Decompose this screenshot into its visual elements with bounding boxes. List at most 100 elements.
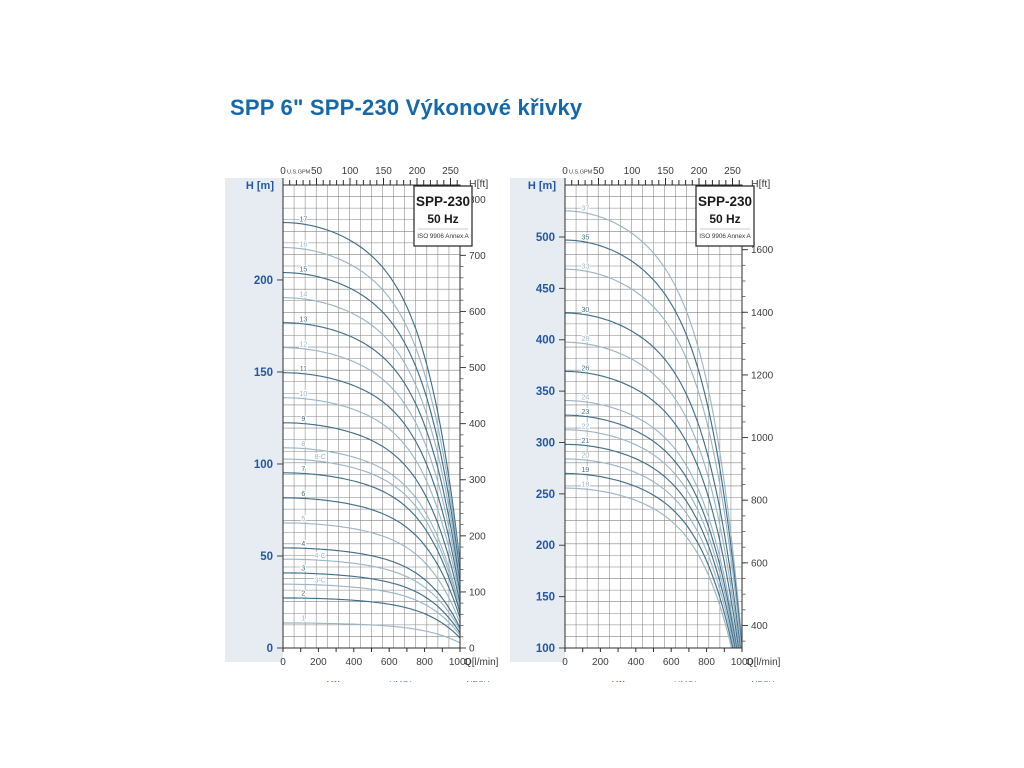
top-axis-unit-label: U.S.GPM — [569, 170, 593, 176]
curve-label-12: 12 — [299, 341, 307, 348]
curve-label-18: 18 — [581, 482, 589, 489]
curve-21 — [565, 443, 736, 648]
right-tick-label: 400 — [751, 621, 768, 632]
clipped-footer: kW HMC/max NPSH — [327, 679, 490, 689]
bottom-tick-label: 400 — [345, 657, 362, 668]
curve-2 — [283, 597, 460, 639]
right-tick-label: 0 — [469, 644, 475, 655]
curve-19 — [565, 472, 734, 648]
y-axis-label-ft: H[ft] — [751, 178, 770, 190]
curve-18 — [565, 487, 733, 648]
curve-label-3-C: 3-C — [315, 577, 326, 584]
curve-label-24: 24 — [581, 394, 589, 401]
curve-label-33: 33 — [581, 264, 589, 271]
badge-standard: ISO 9906 Annex A — [699, 233, 751, 240]
top-tick-label: 250 — [442, 166, 459, 177]
curve-16 — [283, 247, 460, 568]
y-axis-label-m: H [m] — [528, 180, 556, 192]
curve-label-30: 30 — [581, 307, 589, 314]
curve-label-20: 20 — [581, 453, 589, 460]
curve-5 — [283, 522, 460, 624]
badge-frequency: 50 Hz — [709, 212, 740, 226]
curve-label-8-C: 8-C — [315, 454, 326, 461]
bottom-tick-label: 800 — [416, 657, 433, 668]
right-tick-label: 500 — [469, 363, 486, 374]
page-title: SPP 6" SPP-230 Výkonové křivky — [230, 95, 583, 120]
top-tick-label: 150 — [657, 166, 674, 177]
clipped-footer-text: kW — [612, 679, 626, 689]
top-tick-label: 100 — [624, 166, 641, 177]
right-tick-label: 800 — [751, 496, 768, 507]
top-axis-zero: 0 — [280, 166, 286, 177]
badge-frequency: 50 Hz — [427, 212, 458, 226]
curve-24 — [565, 400, 738, 648]
right-tick-label: 1600 — [751, 245, 774, 256]
curve-14 — [283, 297, 460, 578]
curve-label-28: 28 — [581, 336, 589, 343]
curve-23 — [565, 414, 738, 648]
curve-15 — [283, 272, 460, 573]
curve-8 — [283, 447, 460, 609]
bottom-tick-label: 1000 — [449, 657, 472, 668]
grid — [564, 184, 743, 649]
left-tick-label: 400 — [536, 335, 555, 347]
badge-standard: ISO 9906 Annex A — [417, 233, 469, 240]
curve-12 — [283, 347, 460, 588]
top-tick-label: 50 — [593, 166, 605, 177]
curve-10 — [283, 397, 460, 599]
right-tick-label: 800 — [469, 195, 486, 206]
bottom-tick-label: 600 — [663, 657, 680, 668]
curve-7 — [283, 472, 460, 614]
left-tick-label: 450 — [536, 283, 555, 295]
curve-3-C — [283, 583, 460, 636]
bottom-tick-label: 200 — [310, 657, 327, 668]
model-badge: SPP-230 50 Hz ISO 9906 Annex A — [695, 185, 755, 247]
curve-label-3: 3 — [301, 566, 305, 573]
top-axis-zero: 0 — [562, 166, 568, 177]
bottom-tick-label: 600 — [381, 657, 398, 668]
bottom-tick-label: 800 — [698, 657, 715, 668]
curve-30 — [565, 312, 741, 648]
curve-26 — [565, 370, 740, 648]
curve-1 — [283, 622, 460, 644]
left-tick-label: 500 — [536, 232, 555, 244]
left-tick-label: 150 — [254, 367, 273, 379]
top-tick-label: 150 — [375, 166, 392, 177]
curve-label-6: 6 — [301, 491, 305, 498]
clipped-footer: kW HMC/max NPSH — [612, 679, 775, 689]
curve-group — [565, 210, 742, 648]
curve-label-16: 16 — [299, 242, 307, 249]
y-axis-label-m: H [m] — [246, 180, 274, 192]
curve-label-26: 26 — [581, 365, 589, 372]
curve-label-8: 8 — [301, 441, 305, 448]
right-tick-label: 400 — [469, 419, 486, 430]
curve-4-C — [283, 558, 460, 631]
curve-label-10: 10 — [299, 391, 307, 398]
top-tick-label: 50 — [311, 166, 323, 177]
curve-11 — [283, 372, 460, 594]
bottom-axis-ticks — [564, 648, 743, 652]
top-tick-label: 200 — [691, 166, 708, 177]
bottom-axis-ticks — [282, 648, 461, 652]
right-tick-label: 700 — [469, 251, 486, 262]
bottom-tick-label: 0 — [280, 657, 286, 668]
right-tick-label: 1000 — [751, 433, 774, 444]
top-tick-label: 200 — [409, 166, 426, 177]
left-tick-label: 50 — [260, 551, 273, 563]
bottom-tick-label: 0 — [562, 657, 568, 668]
badge-model: SPP-230 — [416, 194, 470, 209]
curve-label-22: 22 — [581, 423, 589, 430]
y-axis-label-ft: H[ft] — [469, 178, 488, 190]
model-badge: SPP-230 50 Hz ISO 9906 Annex A — [413, 185, 473, 247]
left-tick-label: 0 — [267, 643, 273, 655]
curve-8-C — [283, 458, 460, 611]
x-axis-unit-label: Q[l/min] — [464, 657, 499, 668]
top-tick-label: 100 — [342, 166, 359, 177]
curve-22 — [565, 429, 737, 648]
clipped-footer-text: NPSH — [466, 679, 490, 689]
curve-group — [283, 221, 460, 644]
axis-gutter — [225, 178, 283, 662]
curve-label-35: 35 — [581, 234, 589, 241]
axis-gutter — [510, 178, 565, 662]
